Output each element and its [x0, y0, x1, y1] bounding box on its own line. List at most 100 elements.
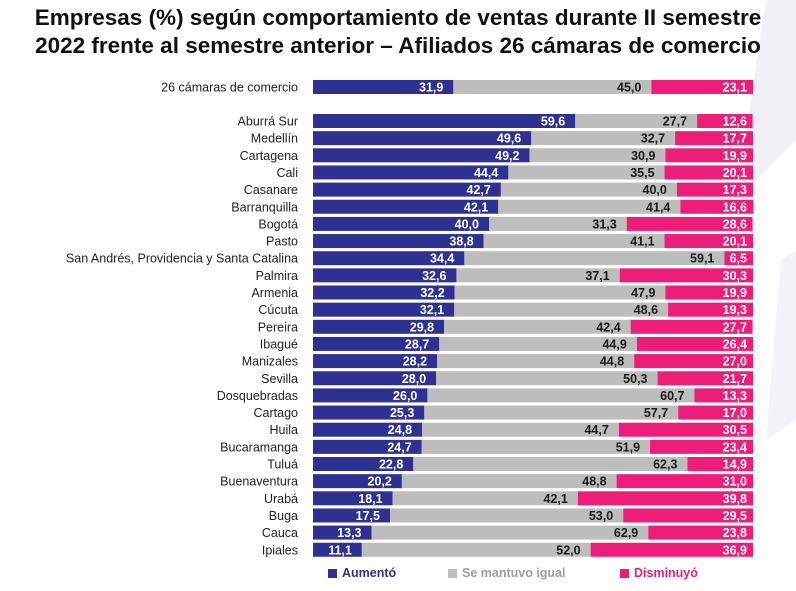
- bar-row-medellin: 49,6 32,7 17,7: [313, 131, 753, 146]
- value-label-igual-ipiales: 52,0: [556, 543, 580, 557]
- value-label-aumento-cartago: 25,3: [390, 406, 414, 420]
- bar-segment-aumento-buenaventura: [313, 474, 402, 489]
- bar-segment-aumento-cartago: [313, 405, 425, 420]
- legend-swatch-aumento: [328, 568, 337, 578]
- legend-swatch-disminuyo: [620, 568, 629, 578]
- bar-segment-aumento-aburra-sur: [313, 114, 576, 128]
- value-label-aumento-sevilla: 28,0: [402, 372, 426, 386]
- category-label-barranquilla: Barranquilla: [231, 200, 298, 214]
- value-label-aumento-pereira: 29,8: [410, 320, 434, 334]
- category-label-san-andres-providencia-y-santa-catalina: San Andrés, Providencia y Santa Catalina: [66, 252, 298, 266]
- bar-segment-igual-buga: [390, 508, 624, 523]
- bar-segment-igual-medellin: [531, 131, 676, 146]
- value-label-igual-cauca: 62,9: [614, 526, 638, 540]
- chart-title: Empresas (%) según comportamiento de ven…: [0, 4, 796, 60]
- category-label-uraba: Urabá: [264, 492, 298, 506]
- bar-segment-disminuyo-ibague: [636, 336, 753, 351]
- value-label-disminuyo-buenaventura: 31,0: [723, 475, 747, 489]
- bar-segment-igual-cartago: [424, 405, 679, 420]
- value-label-aumento-buenaventura: 20,2: [368, 475, 392, 489]
- bar-segment-aumento-barranquilla: [313, 199, 499, 214]
- value-label-disminuyo-aburra-sur: 12,6: [723, 115, 747, 129]
- value-label-aumento-armenia: 32,2: [420, 286, 444, 300]
- value-label-disminuyo-pasto: 20,1: [723, 235, 747, 249]
- bar-row-uraba: 18,1 42,1 39,8: [313, 491, 753, 506]
- bar-segment-disminuyo-casanare: [676, 182, 753, 197]
- legend-item-disminuyo: Disminuyó: [620, 566, 698, 580]
- value-label-aumento-ipiales: 11,1: [328, 543, 352, 557]
- category-label-tulua: Tuluá: [267, 458, 298, 472]
- value-label-aumento-palmira: 32,6: [422, 269, 446, 283]
- bar-segment-igual-sevilla: [436, 371, 658, 386]
- bar-segment-aumento-dosquebradas: [313, 388, 428, 403]
- bar-segment-igual-huila: [422, 422, 619, 437]
- bar-segment-disminuyo-sevilla: [657, 371, 753, 386]
- category-label-cucuta: Cúcuta: [258, 303, 298, 317]
- value-label-aumento-manizales: 28,2: [403, 355, 427, 369]
- value-label-igual-sevilla: 50,3: [623, 372, 647, 386]
- bar-segment-igual-ibague: [439, 336, 637, 351]
- category-label-cartago: Cartago: [254, 406, 299, 420]
- bar-row-bucaramanga: 24,7 51,9 23,4: [313, 439, 753, 454]
- bar-segment-disminuyo-buenaventura: [616, 474, 753, 489]
- value-label-disminuyo-cucuta: 19,3: [723, 303, 747, 317]
- bar-segment-disminuyo-tulua: [687, 457, 753, 471]
- bar-segment-igual-cartagena: [529, 148, 666, 163]
- bar-segment-disminuyo-huila: [618, 422, 753, 437]
- value-label-disminuyo-ibague: 26,4: [723, 337, 747, 351]
- bar-segment-igual-cauca: [371, 525, 649, 540]
- value-label-igual-san-andres-providencia-y-santa-catalina: 59,1: [690, 252, 714, 266]
- bar-segment-aumento-cucuta: [313, 302, 455, 317]
- value-label-igual-cartagena: 30,9: [631, 149, 655, 163]
- value-label-disminuyo-manizales: 27,0: [723, 355, 747, 369]
- bar-segment-igual-total: [453, 80, 652, 94]
- bar-segment-disminuyo-cauca: [648, 525, 753, 540]
- value-label-igual-armenia: 47,9: [631, 286, 655, 300]
- bar-row-cauca: 13,3 62,9 23,8: [313, 525, 753, 540]
- value-label-igual-manizales: 44,8: [600, 355, 624, 369]
- bar-segment-igual-dosquebradas: [427, 388, 695, 403]
- value-label-disminuyo-total: 23,1: [723, 81, 747, 95]
- bar-segment-igual-tulua: [413, 457, 688, 471]
- value-label-igual-cali: 35,5: [630, 166, 654, 180]
- value-label-disminuyo-sevilla: 21,7: [723, 372, 747, 386]
- category-label-ipiales: Ipiales: [262, 543, 298, 557]
- value-label-igual-buenaventura: 48,8: [582, 475, 606, 489]
- bar-segment-igual-ipiales: [361, 542, 591, 557]
- bar-segment-disminuyo-barranquilla: [680, 199, 754, 214]
- bar-row-cucuta: 32,1 48,6 19,3: [313, 302, 753, 317]
- value-label-disminuyo-armenia: 19,9: [723, 286, 747, 300]
- category-label-cartagena: Cartagena: [240, 149, 298, 163]
- category-label-aburra-sur: Aburrá Sur: [238, 115, 298, 129]
- bar-segment-igual-pasto: [483, 234, 665, 249]
- value-label-aumento-tulua: 22,8: [379, 458, 403, 472]
- bar-segment-disminuyo-palmira: [619, 268, 753, 283]
- value-label-aumento-uraba: 18,1: [358, 492, 382, 506]
- category-label-cali: Cali: [276, 166, 298, 180]
- bar-segment-disminuyo-armenia: [665, 285, 753, 300]
- value-label-aumento-dosquebradas: 26,0: [393, 389, 417, 403]
- value-label-igual-tulua: 62,3: [653, 458, 677, 472]
- bar-segment-disminuyo-bucaramanga: [650, 439, 753, 454]
- bar-segment-aumento-bogota: [313, 216, 489, 231]
- bar-segment-disminuyo-aburra-sur: [697, 114, 753, 128]
- bar-segment-igual-uraba: [392, 491, 578, 506]
- value-label-igual-cartago: 57,7: [644, 406, 668, 420]
- bar-segment-aumento-uraba: [313, 491, 393, 506]
- legend-item-igual: Se mantuvo igual: [448, 566, 566, 580]
- category-label-medellin: Medellín: [251, 132, 298, 146]
- bar-segment-disminuyo-ipiales: [590, 542, 753, 557]
- bar-segment-disminuyo-dosquebradas: [694, 388, 753, 403]
- value-label-aumento-cartagena: 49,2: [495, 149, 519, 163]
- category-label-palmira: Palmira: [256, 269, 298, 283]
- bar-row-buenaventura: 20,2 48,8 31,0: [313, 474, 753, 489]
- bar-segment-igual-san-andres-providencia-y-santa-catalina: [464, 251, 725, 266]
- value-label-aumento-ibague: 28,7: [405, 337, 429, 351]
- bar-segment-igual-bucaramanga: [421, 439, 651, 454]
- bar-row-casanare: 42,7 40,0 17,3: [313, 182, 753, 197]
- value-label-disminuyo-barranquilla: 16,6: [723, 200, 747, 214]
- value-label-igual-cucuta: 48,6: [634, 303, 658, 317]
- category-label-pereira: Pereira: [258, 320, 298, 334]
- category-label-casanare: Casanare: [244, 183, 298, 197]
